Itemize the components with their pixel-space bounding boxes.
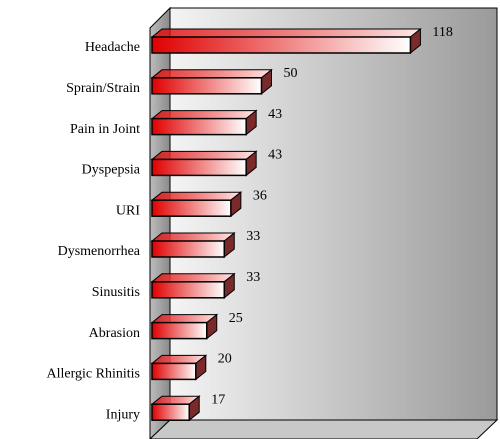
- category-label: Injury: [106, 407, 140, 422]
- value-label: 33: [246, 270, 260, 285]
- bar: [151, 117, 247, 136]
- category-label: Allergic Rhinitis: [47, 367, 140, 382]
- bar: [151, 158, 247, 177]
- bar: [151, 199, 232, 217]
- category-label: Sprain/Strain: [66, 81, 140, 96]
- bar-top: [150, 69, 273, 79]
- value-label: 20: [218, 352, 232, 367]
- floor: [149, 419, 499, 439]
- value-label: 33: [246, 229, 260, 244]
- bar-top: [150, 191, 243, 201]
- value-label: 43: [268, 107, 282, 122]
- bar-top: [150, 273, 236, 283]
- bar-top: [150, 110, 258, 120]
- value-label: 118: [432, 25, 452, 40]
- bar-top: [150, 150, 258, 160]
- category-label: Sinusitis: [92, 285, 140, 300]
- value-label: 50: [284, 66, 298, 81]
- category-label: Pain in Joint: [70, 122, 140, 137]
- value-label: 25: [229, 311, 243, 326]
- bar: [151, 36, 412, 54]
- bar: [151, 240, 226, 258]
- value-label: 36: [253, 188, 267, 203]
- category-label: Abrasion: [89, 326, 140, 341]
- value-label: 43: [268, 148, 282, 163]
- bar: [151, 321, 208, 340]
- category-label: Dyspepsia: [82, 163, 141, 178]
- category-label: URI: [116, 203, 140, 218]
- bar-top: [150, 232, 236, 242]
- bar: [151, 281, 226, 299]
- bar: [151, 362, 197, 381]
- bar: [151, 77, 263, 95]
- bar: [151, 403, 190, 421]
- bar-top: [150, 314, 219, 324]
- category-label: Headache: [85, 40, 140, 55]
- value-label: 17: [211, 392, 225, 407]
- category-label: Dysmenorrhea: [58, 244, 141, 259]
- bar-top: [150, 28, 422, 38]
